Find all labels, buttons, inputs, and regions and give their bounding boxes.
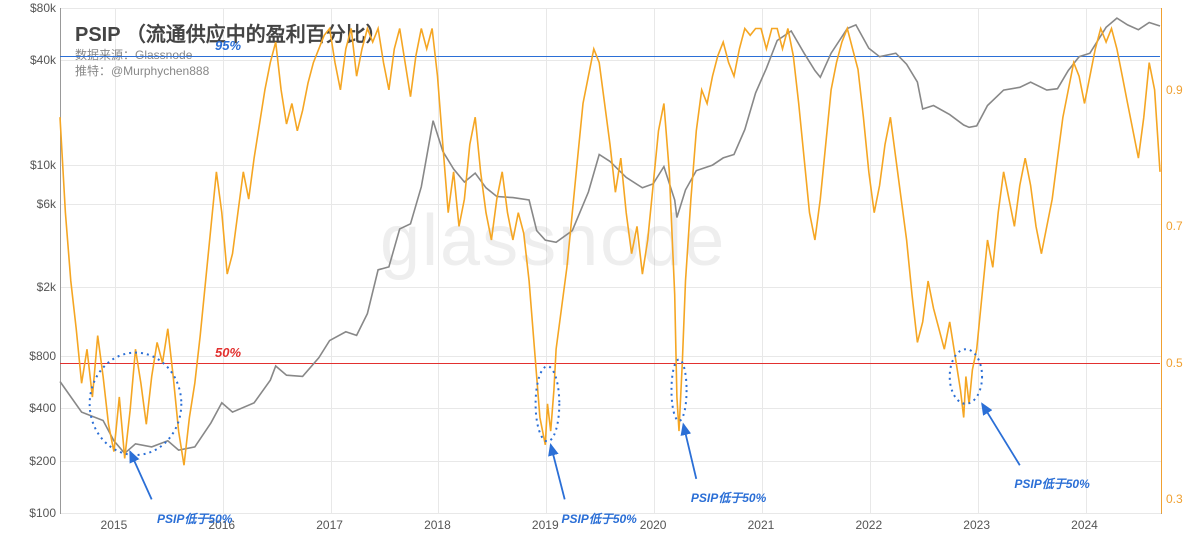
psip-chart: glassnode PSIP （流通供应中的盈利百分比） 数据来源：Glassn…	[0, 0, 1200, 537]
annotation-ring	[671, 359, 686, 420]
annotation-ring	[536, 366, 560, 441]
annotation-ring	[950, 349, 982, 404]
annotation-arrow	[551, 445, 565, 500]
annotation-arrow	[683, 424, 696, 479]
annotation-svg	[0, 0, 1200, 537]
annotation-ring	[90, 353, 182, 455]
annotation-arrow	[982, 404, 1020, 465]
annotation-arrow	[130, 452, 152, 500]
